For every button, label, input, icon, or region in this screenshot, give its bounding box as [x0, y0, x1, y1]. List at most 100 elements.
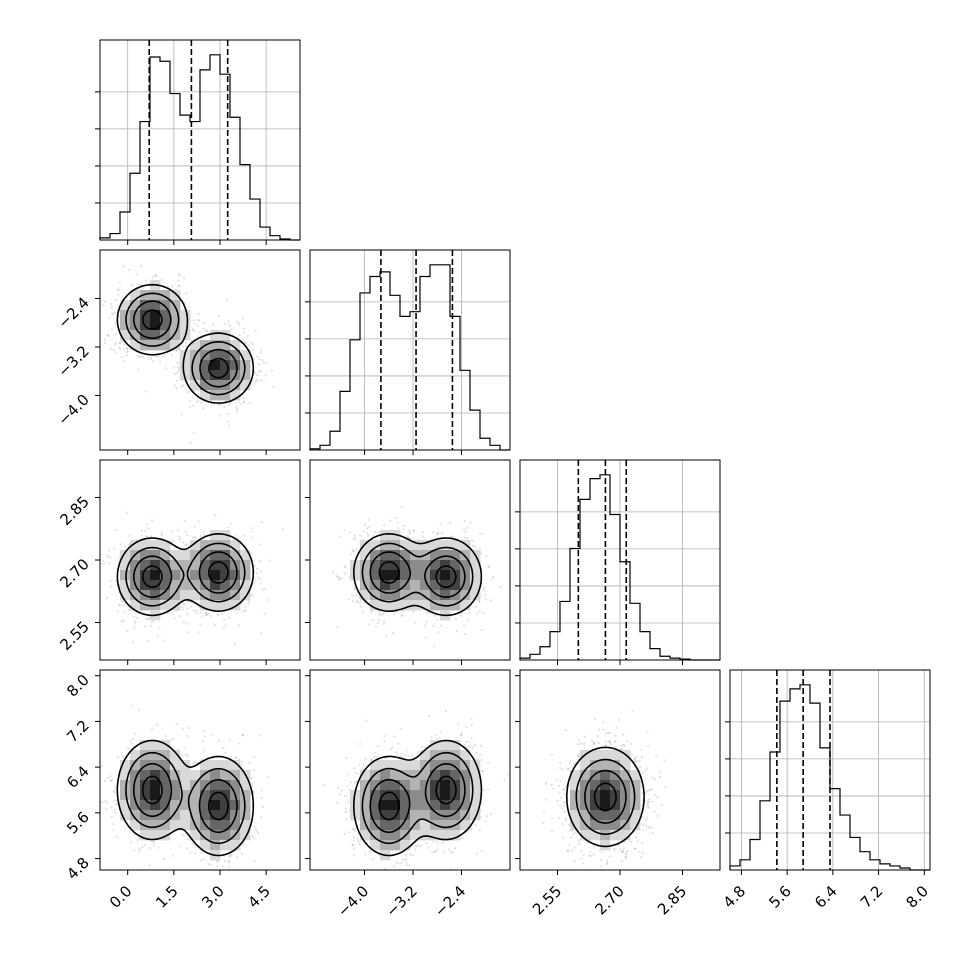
sample-dot [193, 609, 196, 613]
density-cell [590, 750, 601, 761]
sample-dot [191, 328, 194, 331]
sample-dot [186, 543, 189, 546]
sample-dot [562, 788, 566, 791]
sample-dot [237, 401, 240, 404]
sample-dot [642, 829, 645, 832]
sample-dot [642, 823, 645, 827]
sample-dot [617, 844, 621, 847]
sample-dot [186, 631, 189, 634]
density-cell [170, 780, 181, 791]
sample-dot [571, 849, 574, 852]
sample-dot [623, 744, 626, 747]
sample-dot [150, 621, 153, 624]
density-cell [150, 320, 161, 331]
contour-3-1-0 [353, 739, 483, 857]
sample-dot [202, 327, 205, 330]
sample-dot [185, 534, 189, 537]
sample-dot [238, 323, 241, 326]
sample-dot [646, 803, 649, 806]
sample-dot [481, 770, 484, 773]
sample-dot [400, 862, 403, 865]
sample-dot [178, 272, 181, 276]
sample-dot [359, 534, 362, 537]
density-cell [210, 840, 221, 851]
sample-dot [133, 849, 136, 852]
density-cell [450, 550, 461, 561]
sample-dot [645, 789, 649, 792]
sample-dot [162, 857, 165, 861]
contour-2-0-1 [125, 542, 246, 607]
sample-dot [178, 535, 181, 538]
sample-dot [117, 756, 120, 759]
y-tick-label: 2.55 [56, 618, 92, 654]
sample-dot [114, 808, 117, 811]
density-cell [210, 370, 221, 381]
density-cell [240, 350, 251, 361]
sample-dot [110, 306, 113, 309]
hist-panel-2 [515, 459, 721, 661]
sample-dot [572, 763, 575, 766]
sample-dot [158, 626, 161, 629]
sample-dot [405, 749, 408, 752]
sample-dot [405, 861, 408, 864]
sample-dot [252, 791, 255, 794]
sample-dot [111, 312, 114, 315]
sample-dot [104, 807, 107, 810]
sample-dot [240, 403, 243, 406]
density-cell [240, 550, 251, 561]
sample-dot [413, 529, 416, 532]
density-cell [160, 760, 171, 771]
y-tick-label: 8.0 [63, 671, 93, 701]
sample-dot [259, 734, 262, 737]
sample-dot [140, 534, 143, 537]
sample-dot [104, 341, 107, 345]
sample-dot [605, 744, 608, 748]
density-cell [400, 600, 411, 611]
density-cell [590, 810, 601, 821]
sample-dot [171, 285, 174, 288]
density-cell [210, 590, 221, 601]
density-cell [140, 330, 151, 341]
sample-dot [144, 844, 147, 847]
sample-dot [148, 616, 151, 619]
density-cell [380, 800, 391, 811]
sample-dot [110, 815, 113, 819]
density-cell [220, 570, 231, 581]
sample-dot [138, 849, 141, 853]
sample-dot [466, 526, 469, 529]
sample-dot [480, 758, 483, 762]
density-cell [180, 810, 191, 821]
sample-dot [621, 849, 624, 853]
density-cell [170, 290, 181, 301]
sample-dot [260, 521, 263, 524]
sample-dot [567, 767, 570, 770]
density-cell [140, 560, 151, 571]
sample-dot [196, 399, 200, 402]
sample-dot [376, 745, 379, 748]
sample-dot [253, 755, 256, 759]
density-cell [160, 810, 171, 821]
sample-dot [651, 776, 654, 779]
sample-dot [251, 783, 254, 786]
hist-bg-1 [310, 250, 510, 450]
sample-dot [122, 265, 125, 268]
density-cell [140, 290, 151, 301]
sample-dot [228, 861, 231, 864]
sample-dot [364, 757, 367, 761]
density-cell [160, 550, 171, 561]
density-cell [390, 570, 401, 581]
density-cell [430, 580, 441, 591]
hist-frame-3 [729, 669, 931, 871]
density-cell [150, 760, 161, 771]
sample-dot [215, 865, 219, 868]
density-cell [230, 550, 241, 561]
sample-dot [359, 601, 362, 604]
density-cell [380, 770, 391, 781]
density-cell [180, 780, 191, 791]
density-cell [630, 780, 641, 791]
sample-dot [634, 847, 637, 851]
sample-dot [117, 294, 120, 297]
sample-dot [354, 827, 357, 830]
sample-dot [650, 826, 654, 830]
sample-dot [184, 544, 187, 547]
